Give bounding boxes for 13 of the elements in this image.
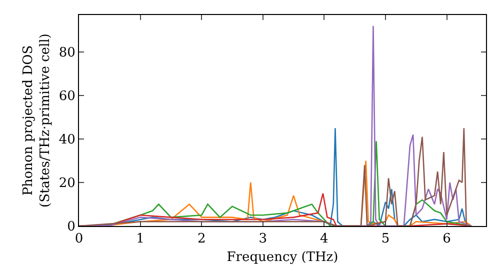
x-tick-label: 5 (381, 232, 390, 247)
y-tick-label: 80 (58, 46, 76, 61)
y-axis-title: Phonon projected DOS (States/THz·primitive cell) (20, 33, 53, 208)
x-tick-label: 2 (197, 232, 206, 247)
y-tick-label: 60 (58, 89, 76, 104)
y-tick-label: 20 (58, 176, 76, 192)
y-tick-label: 40 (58, 132, 76, 148)
x-tick-label: 3 (258, 232, 268, 247)
y-tick-label: 0 (67, 220, 76, 235)
x-tick-label: 6 (442, 232, 451, 247)
x-tick-label: 1 (136, 232, 144, 247)
x-tick-label: 4 (320, 232, 328, 247)
x-axis-title: Frequency (THz) (226, 250, 338, 266)
